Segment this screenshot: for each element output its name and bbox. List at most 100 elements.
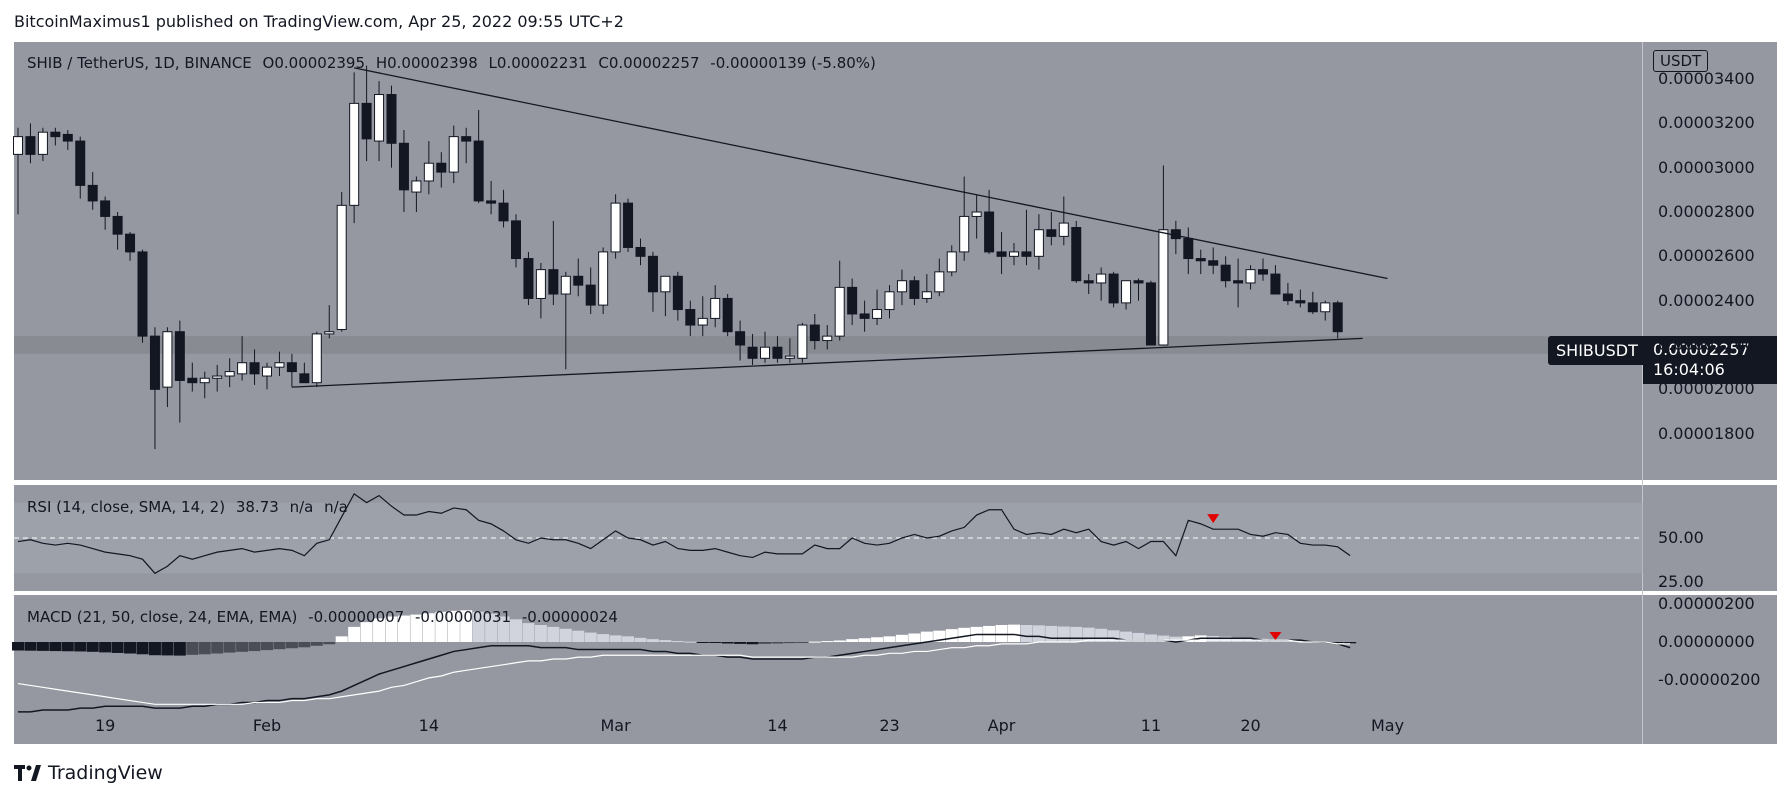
price-pane[interactable] [14, 42, 1643, 480]
candle-bull [971, 211, 982, 217]
candle-bear [1071, 227, 1082, 282]
time-axis[interactable] [14, 704, 1777, 744]
rsi-legend: RSI (14, close, SMA, 14, 2) 38.73 n/a n/… [27, 498, 354, 516]
ohlc-open-label: O [262, 54, 275, 72]
candle-bear [125, 233, 136, 253]
candle-bull [448, 136, 459, 173]
currency-button[interactable]: USDT [1653, 50, 1709, 72]
macd-histogram-bar [945, 629, 958, 642]
macd-histogram-bar [186, 642, 199, 655]
candle-bear [984, 211, 995, 253]
ascending-support-line [291, 337, 1363, 388]
rsi-value: 38.73 [235, 498, 279, 516]
time-tick-label: Apr [987, 716, 1016, 735]
macd-histogram-bar [871, 637, 884, 642]
macd-histogram-bar [1107, 630, 1120, 642]
candle-bear [1183, 238, 1194, 260]
candle-bear [573, 275, 584, 286]
price-axis[interactable] [1643, 42, 1777, 480]
macd-tick-label: 0.00000000 [1658, 632, 1755, 651]
macd-histogram-bar [597, 634, 610, 642]
candle-bear [1083, 280, 1094, 284]
macd-histogram-bar [1294, 640, 1307, 642]
price-tick-label: 0.00003200 [1658, 113, 1755, 133]
candle-bear [87, 184, 98, 202]
macd-histogram-bar [298, 642, 311, 648]
candle-bear [859, 313, 870, 319]
candle-bull [946, 251, 957, 273]
rsi-tick-label: 50.00 [1658, 528, 1704, 547]
candle-bull [560, 275, 571, 295]
macd-histogram-bar [285, 642, 298, 649]
candle-bear [1108, 273, 1119, 304]
macd-histogram-bar [173, 642, 186, 656]
macd-histogram-bar [1020, 625, 1033, 642]
candle-bear [100, 200, 111, 217]
macd-histogram-bar [1281, 640, 1294, 642]
candle-bear [735, 331, 746, 346]
candle-bear [1295, 300, 1306, 304]
time-tick-label: Feb [252, 716, 282, 735]
macd-histogram-bar [12, 642, 24, 651]
candle-bull [660, 275, 671, 293]
ohlc-close: 0.00002257 [608, 54, 700, 72]
last-price: 0.00002257 [1653, 340, 1750, 359]
macd-histogram-bar [646, 639, 659, 642]
candle-bull [1121, 280, 1132, 304]
descending-resistance-line [354, 67, 1388, 280]
macd-histogram-bar [410, 614, 423, 642]
macd-histogram-bar [223, 642, 236, 653]
candle-bull [921, 291, 932, 299]
macd-axis[interactable] [1643, 595, 1777, 704]
candle-bear [1220, 264, 1231, 282]
candle-bear [747, 346, 758, 359]
candle-bear [1046, 229, 1057, 237]
macd-histogram-bar [161, 642, 174, 656]
macd-histogram-bar [99, 642, 112, 653]
candle-bull [212, 375, 223, 379]
candle-bear [112, 215, 123, 235]
candle-bull [1096, 273, 1107, 284]
time-tick-label: 11 [1140, 716, 1162, 735]
candle-bull [872, 309, 883, 319]
candle-bull [411, 180, 422, 193]
macd-histogram-bar [534, 625, 547, 642]
macd-pane[interactable] [14, 595, 1643, 704]
tradingview-brand[interactable]: TradingView [14, 762, 163, 784]
candle-bear [299, 373, 310, 384]
candle-bear [647, 255, 658, 293]
macd-histogram-bar [236, 642, 249, 652]
candle-bull [697, 317, 708, 326]
candle-bull [760, 346, 770, 359]
macd-signal-value: -0.00000024 [521, 608, 618, 626]
macd-histogram-bar [74, 642, 87, 652]
axis-separator [1642, 42, 1643, 744]
candle-bull [423, 162, 434, 182]
candle-bull [934, 271, 945, 293]
macd-histogram-bar [261, 642, 273, 651]
macd-histogram-bar [522, 623, 535, 642]
macd-histogram-bar [858, 638, 871, 642]
macd-histogram-bar [634, 637, 647, 642]
macd-histogram-bar [609, 635, 622, 642]
candle-bear [1233, 280, 1244, 284]
candle-bull [1009, 251, 1019, 257]
candle-bear [635, 246, 646, 257]
candle-bear [436, 162, 447, 173]
candle-bull [610, 202, 621, 253]
candle-bear [685, 309, 696, 326]
macd-histogram-bar [771, 642, 784, 644]
macd-histogram-bar [1008, 624, 1020, 642]
macd-histogram-bar [1120, 631, 1133, 642]
macd-histogram-bar [36, 642, 49, 651]
candle-bear [1332, 302, 1343, 333]
candle-bear [25, 136, 36, 155]
candle-bull [349, 102, 360, 206]
candle-bull [784, 355, 795, 359]
macd-legend: MACD (21, 50, close, 24, EMA, EMA) -0.00… [27, 608, 624, 626]
candle-bear [623, 202, 634, 248]
rsi-axis[interactable] [1643, 485, 1777, 591]
candle-bull [1033, 229, 1044, 257]
candle-bear [1021, 251, 1032, 257]
